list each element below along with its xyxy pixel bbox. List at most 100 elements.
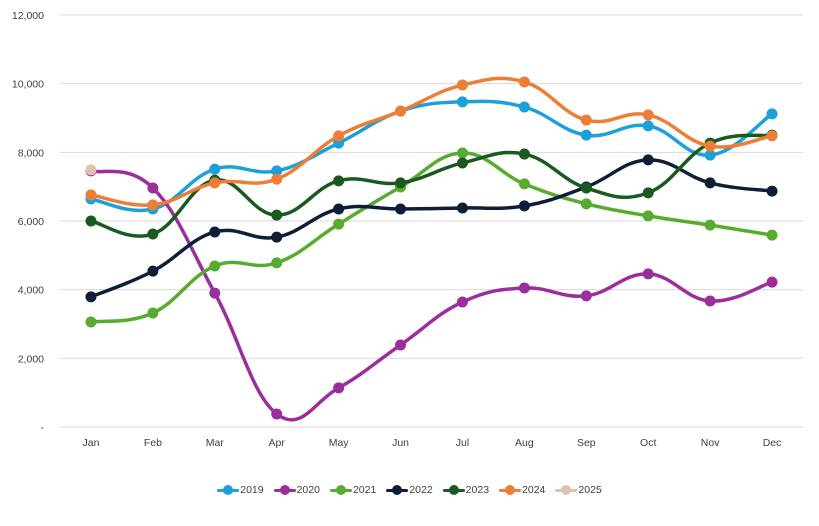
y-tick-label: - [41,422,45,434]
data-point [271,257,283,269]
data-point [642,187,654,199]
data-point [271,173,283,185]
legend-label: 2025 [578,484,602,496]
data-point [271,165,283,177]
data-point [704,219,716,231]
data-point [147,307,159,319]
data-point [642,210,654,222]
data-point [704,149,716,161]
legend-marker-icon [555,485,578,495]
legend-marker-icon [442,485,465,495]
x-tick-label: Jan [82,437,99,449]
x-tick-label: Aug [515,437,534,449]
data-point [580,114,592,126]
data-point [704,140,716,152]
data-point [147,199,159,211]
data-point [704,295,716,307]
data-point [518,148,530,160]
series-group [85,76,778,422]
data-point [456,79,468,91]
data-point [209,287,221,299]
data-point [642,120,654,132]
data-point [85,164,97,176]
data-point [85,291,97,303]
x-tick-label: Apr [269,437,286,449]
data-point [85,316,97,328]
series-2024 [85,76,778,211]
data-point [209,163,221,175]
data-point [395,105,407,117]
data-point [518,101,530,113]
data-point [456,157,468,169]
legend-item: 2019 [217,484,264,496]
data-point [580,198,592,210]
data-point [395,177,407,189]
y-tick-label: 2,000 [18,353,44,365]
x-tick-label: Feb [144,437,162,449]
data-point [333,130,345,142]
legend-item: 2022 [386,484,433,496]
x-tick-label: Mar [206,437,225,449]
series-line [89,76,774,207]
x-tick-label: Sep [577,437,596,449]
legend-marker-icon [217,485,240,495]
data-point [642,154,654,166]
data-point [333,203,345,215]
series-2022 [85,154,778,303]
legend: 2019 2020 2021 2022 2023 2024 2025 [0,484,819,496]
legend-label: 2023 [465,484,490,496]
data-point [147,265,159,277]
data-point [456,96,468,108]
x-tick-label: Oct [640,437,656,449]
data-point [456,296,468,308]
data-point [518,282,530,294]
x-tick-label: Jul [456,437,469,449]
x-tick-label: Dec [763,437,782,449]
data-point [456,147,468,159]
data-point [704,177,716,189]
legend-label: 2024 [522,484,546,496]
data-point [518,200,530,212]
data-point [580,182,592,194]
legend-item: 2025 [555,484,602,496]
legend-label: 2021 [352,484,377,496]
data-point [580,290,592,302]
legend-item: 2023 [442,484,490,496]
legend-item: 2020 [273,484,320,496]
data-point [85,215,97,227]
series-line [89,99,774,213]
data-point [518,76,530,88]
data-point [642,268,654,280]
legend-marker-icon [329,485,352,495]
data-point [642,109,654,121]
legend-item: 2021 [329,484,377,496]
data-point [580,129,592,141]
data-point [209,260,221,272]
y-tick-label: 6,000 [18,216,44,228]
data-point [147,228,159,240]
data-point [766,229,778,241]
data-point [271,231,283,243]
data-point [271,209,283,221]
y-tick-label: 8,000 [18,147,44,159]
series-2020 [85,165,778,422]
data-point [209,177,221,189]
x-tick-label: May [329,437,350,449]
data-point [85,189,97,201]
data-point [766,130,778,142]
legend-label: 2020 [296,484,320,496]
legend-marker-icon [499,485,522,495]
y-tick-label: 10,000 [12,79,44,91]
y-axis-ticks: - 2,000 4,000 6,000 8,000 10,000 12,000 [12,10,45,434]
data-point [456,202,468,214]
data-point [766,108,778,120]
legend-label: 2022 [409,484,433,496]
y-tick-label: 12,000 [12,10,44,22]
data-point [395,339,407,351]
data-point [518,178,530,190]
x-axis-ticks: Jan Feb Mar Apr May Jun Jul Aug Sep Oct Nov Dec [82,437,781,449]
data-point [333,175,345,187]
data-point [147,182,159,194]
legend-label: 2019 [240,484,264,496]
